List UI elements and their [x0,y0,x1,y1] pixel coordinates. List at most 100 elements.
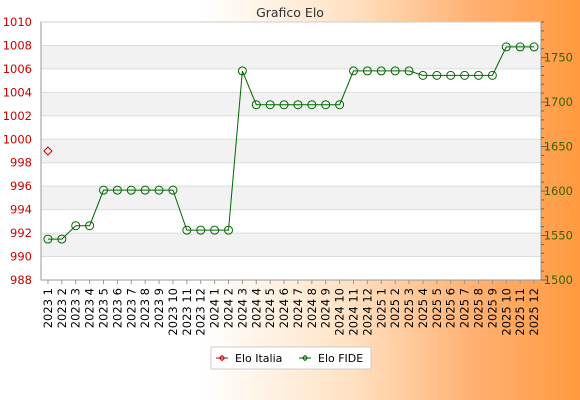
right-tick-label: 1550 [544,229,573,243]
series-point [432,70,442,80]
plot-band [41,186,541,210]
x-tick-label: 2023 10 [166,288,180,336]
series-point [168,185,178,195]
series-point [224,225,233,235]
x-tick-label: 2024 4 [249,288,263,328]
series-point [376,66,386,76]
series-point [362,66,372,76]
x-tick-label: 2024 3 [235,288,249,328]
x-tick-label: 2025 2 [388,288,402,328]
x-tick-label: 2024 10 [333,288,347,336]
x-tick-label: 2023 4 [83,288,97,328]
x-tick-label: 2023 1 [41,288,55,328]
x-tick-label: 2024 5 [263,288,277,328]
x-tick-label: 2023 8 [138,288,152,328]
right-tick-label: 1650 [544,140,573,154]
x-tick-label: 2025 6 [444,288,458,328]
series-point [43,146,53,156]
series-point [279,100,289,110]
series-point [446,70,456,80]
x-tick-label: 2024 11 [347,288,361,336]
plot-band [41,92,541,116]
right-axis: 1500 1550 1600 1650 1700 1750 [540,21,573,287]
right-tick-label: 1750 [544,51,573,65]
series-point [390,66,400,76]
left-tick-label: 1008 [3,38,32,52]
series-point [112,185,122,195]
plot-band [41,233,541,257]
x-tick-label: 2025 4 [416,288,430,328]
series-point [515,42,525,52]
x-tick-label: 2024 2 [222,288,236,328]
left-tick-label: 988 [10,273,32,287]
series-point [404,66,414,76]
left-tick-label: 1010 [3,15,32,29]
x-tick-label: 2025 8 [472,288,486,328]
left-tick-label: 996 [10,179,32,193]
x-tick-label: 2025 10 [499,288,513,336]
x-tick-label: 2023 6 [110,288,124,328]
x-tick-label: 2025 3 [402,288,416,328]
right-tick-label: 1700 [544,95,573,109]
legend-marker-fide [301,354,309,362]
series-point [71,221,81,231]
series-point [85,221,95,231]
plot-band [41,139,541,163]
series-point [335,100,345,110]
left-tick-label: 994 [10,203,32,217]
series-point [501,42,511,52]
legend-marker-italia [218,354,226,362]
x-tick-label: 2024 9 [319,288,333,328]
legend-box [210,346,372,370]
plot-band [41,45,541,69]
x-tick-label: 2025 9 [485,288,499,328]
chart-title: Grafico Elo [256,5,324,20]
x-tick-label: 2023 3 [69,288,83,328]
series-point [349,66,358,76]
left-tick-label: 1004 [3,85,32,99]
plot-bands [41,22,541,280]
x-tick-label: 2024 6 [277,288,291,328]
x-tick-label: 2025 7 [458,288,472,328]
x-tick-label: 2024 7 [291,288,305,328]
x-tick-label: 2023 2 [55,288,69,328]
series-point [529,42,539,52]
series-point [210,225,220,235]
x-tick-label: 2023 7 [124,288,138,328]
series-point [460,70,470,80]
series-point [487,70,497,80]
series-point [418,70,428,80]
left-tick-label: 998 [10,156,32,170]
series-point [126,185,136,195]
series-layer [43,42,539,244]
series-point [196,225,206,235]
series-point [293,100,303,110]
legend-label-italia: Elo Italia [235,352,282,365]
series-point [154,185,164,195]
series-point [182,225,192,235]
right-tick-label: 1500 [544,273,573,287]
x-tick-label: 2023 9 [152,288,166,328]
left-tick-label: 1000 [3,132,32,146]
series-point [140,185,150,195]
legend-label-fide: Elo FIDE [318,352,363,365]
left-tick-label: 992 [10,226,32,240]
x-tick-label: 2025 11 [513,288,527,336]
x-tick-label: 2024 1 [208,288,222,328]
series-line-1 [47,46,535,240]
series-point [43,234,53,244]
x-tick-label: 2024 12 [360,288,374,336]
x-tick-label: 2025 1 [374,288,388,328]
right-tick-label: 1600 [544,184,573,198]
left-tick-label: 990 [10,250,32,264]
x-tick-label: 2025 5 [430,288,444,328]
x-tick-label: 2024 8 [305,288,319,328]
legend: Elo Italia Elo FIDE [210,346,372,370]
x-tick-label: 2023 12 [194,288,208,336]
series-point [57,234,67,244]
series-point [307,100,317,110]
x-axis: 2023 1 2023 2 2023 3 2023 4 2023 5 2023 6 2023… [41,279,541,336]
series-point [251,100,261,110]
